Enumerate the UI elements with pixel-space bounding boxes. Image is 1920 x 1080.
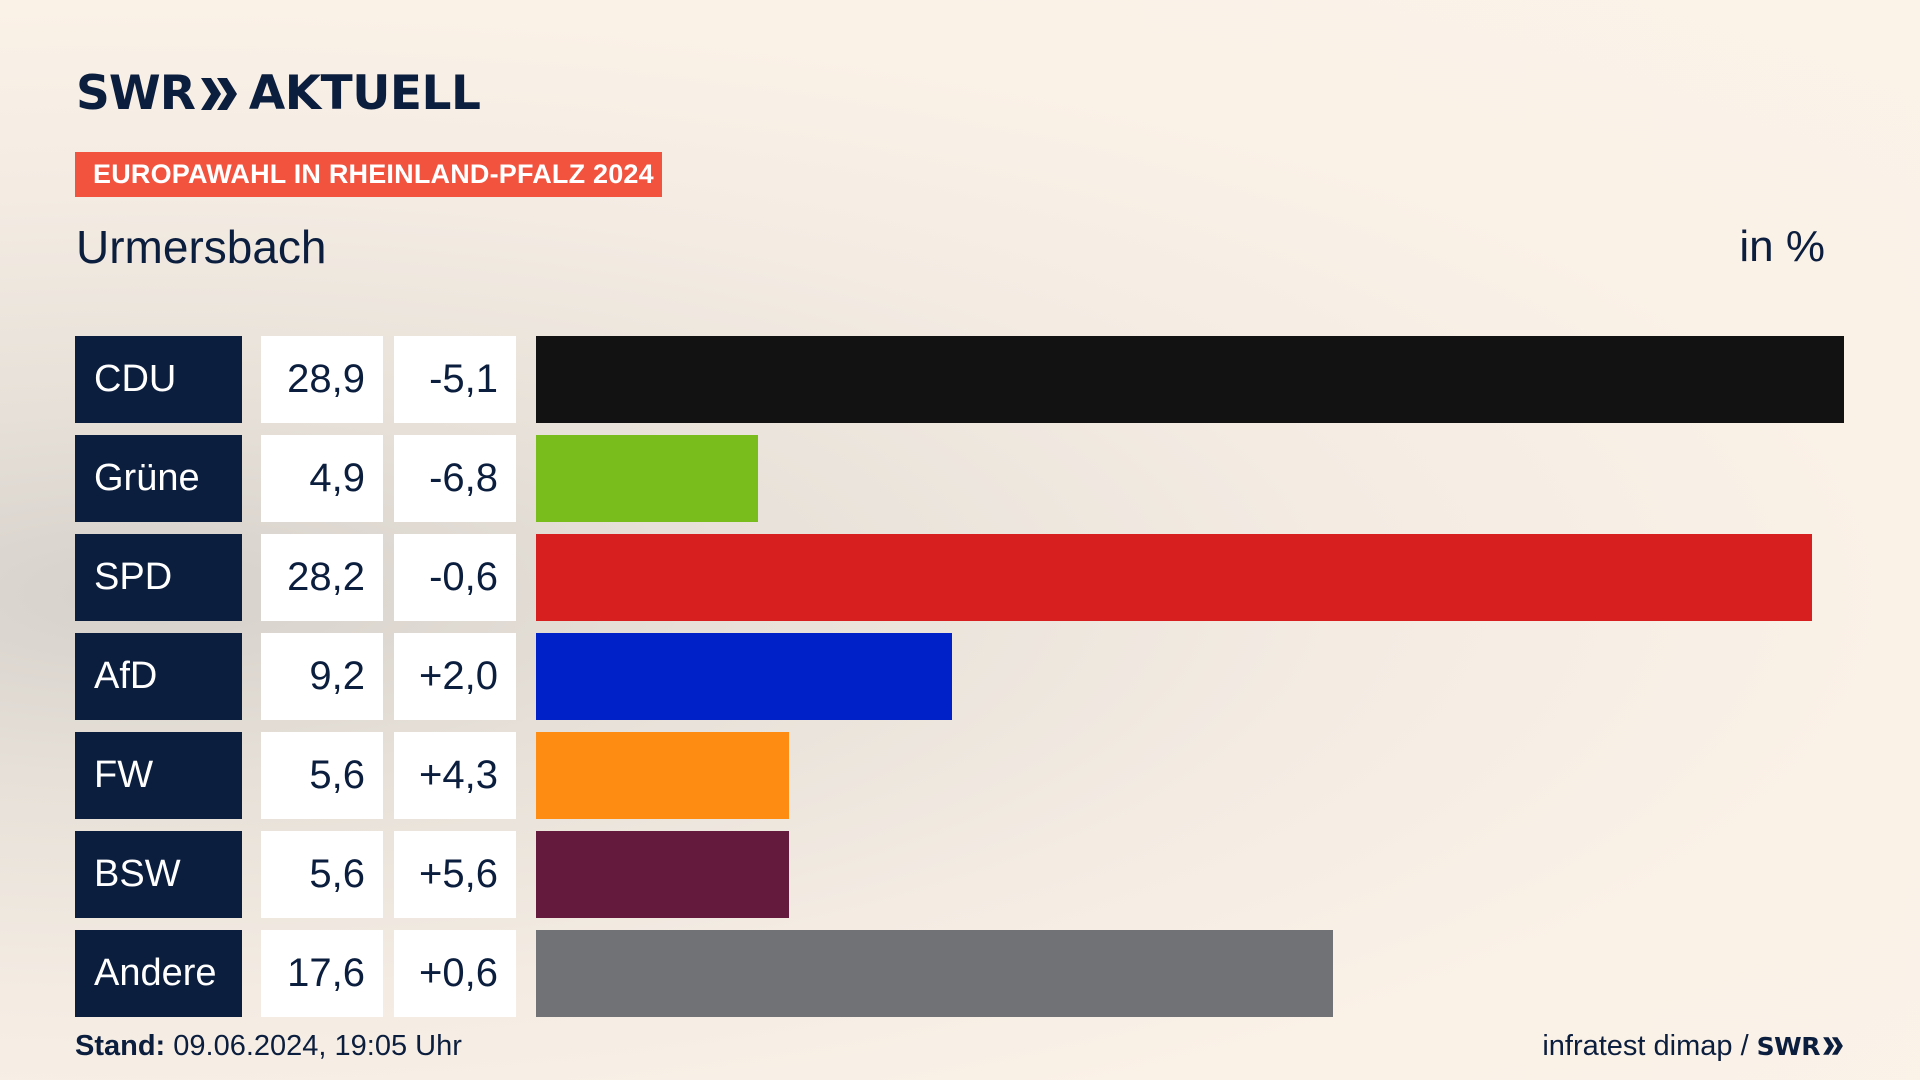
diff-label: +4,3 [394,732,516,819]
party-label: SPD [75,534,242,621]
party-row: Andere 17,6 +0,6 [75,930,1845,1017]
value-label: 17,6 [261,930,383,1017]
bar [536,732,789,819]
diff-label: +0,6 [394,930,516,1017]
value-label: 5,6 [261,732,383,819]
bar [536,831,789,918]
party-row: FW 5,6 +4,3 [75,732,1845,819]
value-label: 5,6 [261,831,383,918]
bar [536,336,1844,423]
diff-label: +5,6 [394,831,516,918]
timestamp-value: 09.06.2024, 19:05 Uhr [173,1030,462,1062]
small-swr-logo: SWR [1756,1031,1821,1061]
double-chevron-icon [200,78,237,110]
party-row: AfD 9,2 +2,0 [75,633,1845,720]
logo-aktuell-text: AKTUELL [248,66,481,121]
small-double-chevron-icon [1823,1037,1843,1055]
party-row: Grüne 4,9 -6,8 [75,435,1845,522]
party-label: BSW [75,831,242,918]
bar [536,435,758,522]
unit-label: in % [1739,222,1825,271]
bar [536,930,1333,1017]
swr-aktuell-logo: SWR AKTUELL [76,66,481,122]
value-label: 4,9 [261,435,383,522]
timestamp-label: Stand: [75,1030,166,1062]
logo-swr-text: SWR [76,66,196,121]
bar [536,633,952,720]
diff-label: +2,0 [394,633,516,720]
chart-title: Urmersbach [76,221,327,273]
party-row: SPD 28,2 -0,6 [75,534,1845,621]
diff-label: -6,8 [394,435,516,522]
diff-label: -0,6 [394,534,516,621]
bar [536,534,1812,621]
source-credit: infratest dimap / SWR [1542,1028,1844,1064]
timestamp: Stand: 09.06.2024, 19:05 Uhr [75,1030,462,1063]
election-tag: EUROPAWAHL IN RHEINLAND-PFALZ 2024 [75,152,662,197]
value-label: 9,2 [261,633,383,720]
party-label: CDU [75,336,242,423]
party-label: AfD [75,633,242,720]
party-label: Andere [75,930,242,1017]
party-row: BSW 5,6 +5,6 [75,831,1845,918]
party-row: CDU 28,9 -5,1 [75,336,1845,423]
diff-label: -5,1 [394,336,516,423]
value-label: 28,2 [261,534,383,621]
value-label: 28,9 [261,336,383,423]
source-text: infratest dimap / [1542,1029,1749,1062]
party-label: Grüne [75,435,242,522]
party-label: FW [75,732,242,819]
